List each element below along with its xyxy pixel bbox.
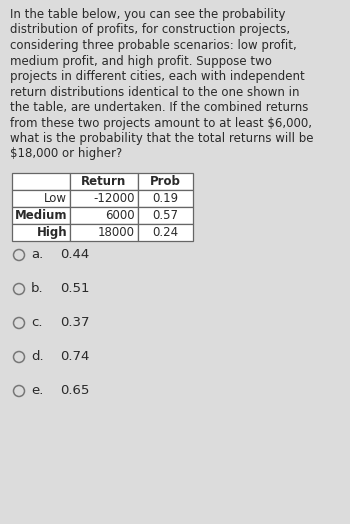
Text: In the table below, you can see the probability: In the table below, you can see the prob… [10, 8, 286, 21]
Text: medium profit, and high profit. Suppose two: medium profit, and high profit. Suppose … [10, 54, 272, 68]
Bar [70, 224, 138, 241]
Text: 6000: 6000 [105, 209, 135, 222]
Text: Return: Return [81, 175, 127, 188]
Text: considering three probable scenarios: low profit,: considering three probable scenarios: lo… [10, 39, 297, 52]
Text: 0.74: 0.74 [60, 351, 89, 364]
Bar [12, 190, 70, 207]
Bar [12, 207, 70, 224]
Text: the table, are undertaken. If the combined returns: the table, are undertaken. If the combin… [10, 101, 308, 114]
Text: Low: Low [44, 192, 67, 205]
Text: 18000: 18000 [98, 226, 135, 239]
Text: Prob: Prob [150, 175, 181, 188]
Text: distribution of profits, for construction projects,: distribution of profits, for constructio… [10, 24, 290, 37]
Bar [70, 173, 138, 190]
Bar [70, 207, 138, 224]
Bar [138, 190, 193, 207]
Bar [138, 224, 193, 241]
Text: -12000: -12000 [93, 192, 135, 205]
Text: 0.44: 0.44 [60, 248, 89, 261]
Text: 0.19: 0.19 [153, 192, 178, 205]
Text: 0.51: 0.51 [60, 282, 90, 296]
Text: $18,000 or higher?: $18,000 or higher? [10, 147, 122, 160]
Text: e.: e. [31, 385, 43, 398]
Text: what is the probability that the total returns will be: what is the probability that the total r… [10, 132, 314, 145]
Text: 0.65: 0.65 [60, 385, 89, 398]
Text: a.: a. [31, 248, 43, 261]
Text: from these two projects amount to at least $6,000,: from these two projects amount to at lea… [10, 116, 312, 129]
Text: return distributions identical to the one shown in: return distributions identical to the on… [10, 85, 300, 99]
Bar [12, 173, 70, 190]
Bar [12, 224, 70, 241]
Text: Medium: Medium [14, 209, 67, 222]
Text: b.: b. [31, 282, 44, 296]
Text: projects in different cities, each with independent: projects in different cities, each with … [10, 70, 305, 83]
Text: 0.37: 0.37 [60, 316, 90, 330]
Bar [70, 190, 138, 207]
Text: High: High [36, 226, 67, 239]
Text: c.: c. [31, 316, 42, 330]
Text: 0.24: 0.24 [153, 226, 178, 239]
Text: d.: d. [31, 351, 44, 364]
Text: 0.57: 0.57 [153, 209, 178, 222]
Bar [138, 173, 193, 190]
Bar [138, 207, 193, 224]
